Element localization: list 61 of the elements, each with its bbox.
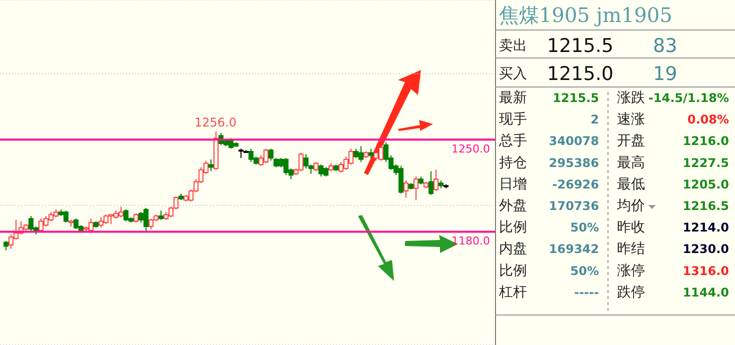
text: 1215.0	[547, 63, 614, 85]
text: -----	[574, 285, 600, 300]
text: 昨收	[617, 220, 645, 236]
ref-line-label: 1180.0	[452, 234, 490, 248]
text: 50%	[570, 264, 599, 278]
candlestick	[134, 212, 138, 224]
candlestick	[158, 210, 164, 220]
text: -26926	[552, 177, 599, 192]
text: 日增	[499, 176, 527, 192]
text: 内盘	[499, 241, 527, 258]
text: 340078	[548, 134, 599, 148]
candlestick	[428, 170, 434, 196]
text: 0.08%	[687, 112, 729, 127]
text: 1215.5	[547, 35, 614, 57]
text: 外盘	[499, 198, 527, 214]
text: 1214.0	[682, 220, 729, 235]
text: 涨跌	[617, 90, 645, 106]
text: 开盘	[617, 133, 645, 150]
text: 持仓	[499, 154, 527, 171]
text: 1144.0	[682, 285, 729, 300]
text: 1216.0	[682, 134, 729, 148]
text: 1216.5	[682, 199, 729, 213]
text: 1230.0	[682, 242, 729, 256]
ref-line-label: 1250.0	[452, 142, 490, 156]
text: -14.5/1.18%	[648, 91, 729, 105]
text: 50%	[570, 220, 599, 235]
candlestick	[208, 158, 214, 172]
text: 1205.0	[682, 177, 729, 192]
annotation: 1256.0	[194, 116, 236, 130]
candlestick	[4, 240, 8, 251]
text: 比例	[499, 220, 527, 236]
text: 最新	[499, 90, 527, 106]
text: 295386	[548, 156, 599, 170]
text: 跌停	[617, 284, 645, 300]
text: 19	[653, 63, 678, 85]
text: 比例	[499, 262, 527, 279]
candlestick	[268, 148, 274, 162]
text: 买入	[499, 66, 527, 82]
text: 焦煤1905 jm1905	[499, 3, 672, 27]
text: 1316.0	[682, 264, 729, 278]
text: 昨结	[617, 241, 645, 258]
text: 2	[590, 112, 599, 127]
text: 均价	[616, 198, 645, 214]
text: 169342	[548, 242, 599, 256]
text: 170736	[548, 199, 599, 213]
candlestick	[368, 148, 374, 159]
candlestick	[434, 169, 438, 192]
text: 最高	[617, 154, 645, 171]
candlestick	[404, 180, 408, 198]
text: 1215.5	[552, 91, 599, 105]
text: 1227.5	[682, 156, 729, 170]
candlestick	[414, 176, 418, 201]
candlestick	[314, 161, 318, 172]
text: 涨停	[617, 262, 645, 279]
text: 总手	[498, 133, 527, 150]
text: 83	[653, 35, 678, 57]
text: 速涨	[617, 112, 645, 128]
text: 卖出	[499, 38, 527, 54]
text: 现手	[499, 112, 527, 128]
text: 杠杆	[498, 284, 527, 300]
text: 最低	[617, 176, 645, 192]
